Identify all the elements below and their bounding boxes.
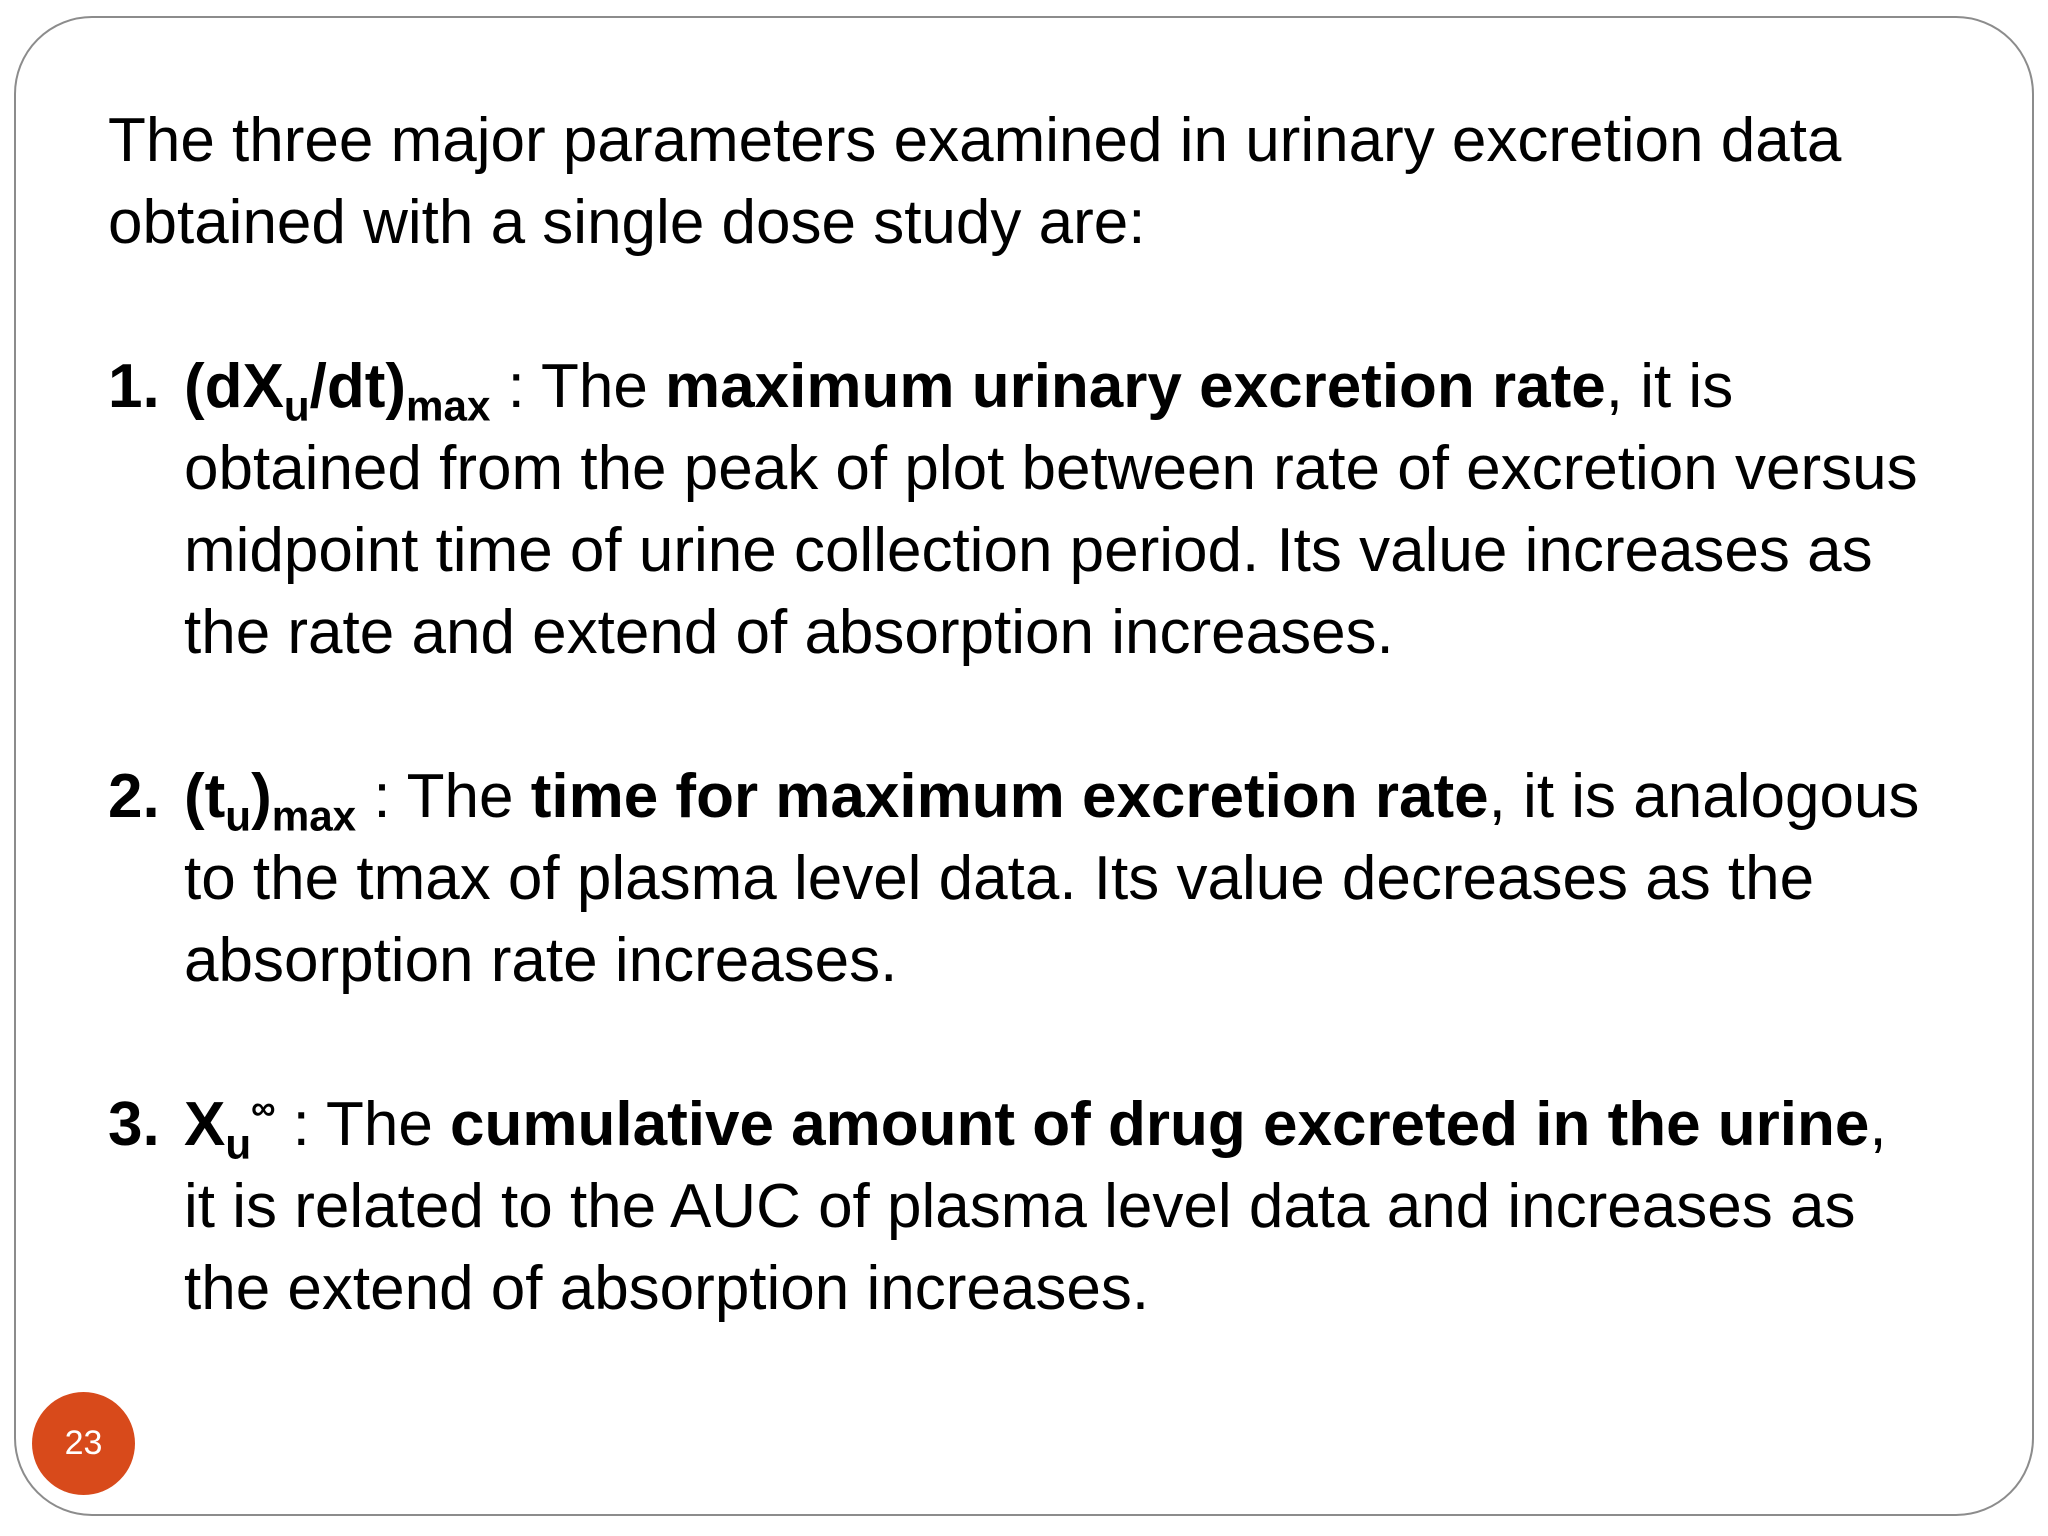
- symbol-subscript: u: [225, 792, 252, 840]
- item-pre: : The: [356, 762, 531, 831]
- item-term: time for maximum excretion rate: [530, 762, 1489, 831]
- slide-content: The three major parameters examined in u…: [108, 100, 1928, 1330]
- spacer: [108, 674, 1928, 756]
- item-description: , it is related to the AUC of plasma lev…: [184, 1090, 1887, 1323]
- spacer: [108, 264, 1928, 346]
- list-item-3: 3. Xu∞ : The cumulative amount of drug e…: [108, 1084, 1928, 1330]
- item-symbol: (dXu/dt)max: [184, 352, 490, 427]
- item-pre: : The: [275, 1090, 451, 1159]
- page-number: 23: [64, 1424, 103, 1462]
- item-number: 1.: [108, 352, 160, 421]
- symbol-subscript: max: [271, 792, 357, 840]
- item-term: cumulative amount of drug excreted in th…: [450, 1090, 1870, 1159]
- item-description: , it is obtained from the peak of plot b…: [184, 352, 1918, 667]
- item-symbol: Xu∞: [184, 1089, 276, 1165]
- symbol-subscript: u: [283, 382, 310, 430]
- list-item-1: 1. (dXu/dt)max : The maximum urinary exc…: [108, 346, 1928, 674]
- item-number: 2.: [108, 762, 160, 831]
- spacer: [108, 1002, 1928, 1084]
- page-number-badge: 23: [32, 1392, 135, 1495]
- symbol-part: ): [251, 762, 272, 831]
- symbol-part: (dX: [184, 352, 284, 421]
- symbol-part: X: [184, 1090, 226, 1159]
- intro-text: The three major parameters examined in u…: [108, 106, 1842, 257]
- item-pre: : The: [490, 352, 666, 421]
- item-number: 3.: [108, 1090, 160, 1159]
- item-description: , it is analogous to the tmax of plasma …: [184, 762, 1920, 995]
- symbol-part: (t: [184, 762, 226, 831]
- item-term: maximum urinary excretion rate: [665, 352, 1606, 421]
- symbol-subscript: max: [406, 382, 491, 430]
- list-item-2: 2. (tu)max : The time for maximum excret…: [108, 756, 1928, 1002]
- symbol-part: /dt): [309, 352, 407, 421]
- symbol-superscript: ∞: [251, 1089, 276, 1128]
- item-symbol: (tu)max: [184, 762, 356, 837]
- slide-frame: [14, 16, 2034, 1516]
- symbol-subscript: u: [225, 1120, 252, 1168]
